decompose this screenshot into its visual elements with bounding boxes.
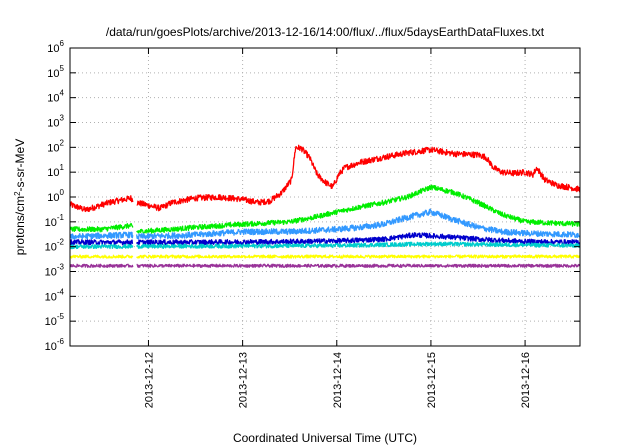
y-tick-label: 103 — [47, 114, 64, 130]
y-axis-label-prefix: protons/cm — [13, 196, 27, 255]
flux-series — [70, 254, 580, 259]
axis-ticks — [70, 47, 580, 347]
y-axis-label-superscript: 2 — [13, 191, 22, 196]
y-tick-label-exponent: -2 — [57, 238, 65, 247]
y-tick-label: 10-2 — [45, 238, 65, 254]
flux-series — [70, 241, 580, 250]
y-tick-label: 10-5 — [45, 312, 65, 328]
flux-series — [70, 263, 580, 268]
x-axis-label: Coordinated Universal Time (UTC) — [233, 431, 417, 445]
y-tick-label-exponent: 1 — [60, 163, 65, 172]
y-axis-label-suffix: -s-sr-MeV — [13, 139, 27, 192]
y-tick-label-exponent: -3 — [57, 263, 65, 272]
flux-series — [70, 232, 580, 246]
chart-title: /data/run/goesPlots/archive/2013-12-16/1… — [106, 25, 545, 39]
y-tick-label-base: 10 — [45, 341, 57, 353]
y-tick-label-base: 10 — [45, 291, 57, 303]
y-tick-label-base: 10 — [47, 93, 59, 105]
y-tick-label-base: 10 — [47, 167, 59, 179]
x-tick-labels: 2013-12-12 2013-12-13 2013-12-14 2013-12-15… — [143, 352, 532, 408]
flux-series — [70, 144, 580, 213]
y-tick-label-base: 10 — [45, 267, 57, 279]
y-tick-label: 10-6 — [45, 337, 65, 353]
y-tick-label-base: 10 — [45, 316, 57, 328]
x-tick-label: 2013-12-15 — [426, 352, 438, 408]
y-tick-label: 100 — [47, 188, 64, 204]
x-tick-label: 2013-12-16 — [520, 352, 532, 408]
y-tick-label-exponent: 2 — [60, 138, 65, 147]
x-tick-label: 2013-12-14 — [332, 352, 344, 408]
y-axis-label: protons/cm2-s-sr-MeV — [13, 139, 28, 255]
y-tick-label: 10-3 — [45, 263, 65, 279]
y-tick-label-base: 10 — [47, 142, 59, 154]
series-layer — [70, 144, 580, 268]
y-tick-label-exponent: 0 — [60, 188, 65, 197]
y-tick-label-base: 10 — [47, 68, 59, 80]
y-tick-label: 101 — [47, 163, 64, 179]
y-tick-label: 105 — [47, 64, 64, 80]
y-tick-label-exponent: 6 — [60, 39, 65, 48]
flux-series — [70, 208, 580, 240]
y-tick-label-base: 10 — [45, 217, 57, 229]
y-tick-label-exponent: -1 — [57, 213, 65, 222]
y-tick-label-base: 10 — [45, 242, 57, 254]
y-tick-labels: 10-610-510-410-310-210-11001011021031041… — [45, 39, 65, 353]
flux-series — [70, 184, 580, 235]
y-tick-label: 10-1 — [45, 213, 65, 229]
y-tick-label-base: 10 — [47, 43, 59, 55]
y-tick-label: 10-4 — [45, 287, 65, 303]
y-tick-label-exponent: -4 — [57, 287, 65, 296]
x-tick-label: 2013-12-12 — [143, 352, 155, 408]
y-tick-label-exponent: 5 — [60, 64, 65, 73]
x-tick-label: 2013-12-13 — [238, 352, 250, 408]
y-tick-label-exponent: -6 — [57, 337, 65, 346]
y-tick-label-exponent: 3 — [60, 114, 65, 123]
y-tick-label: 106 — [47, 39, 64, 55]
y-tick-label-exponent: -5 — [57, 312, 65, 321]
y-tick-label: 102 — [47, 138, 64, 154]
y-tick-label-base: 10 — [47, 118, 59, 130]
y-tick-label-exponent: 4 — [60, 89, 65, 98]
y-tick-label: 104 — [47, 89, 64, 105]
y-tick-label-base: 10 — [47, 192, 59, 204]
